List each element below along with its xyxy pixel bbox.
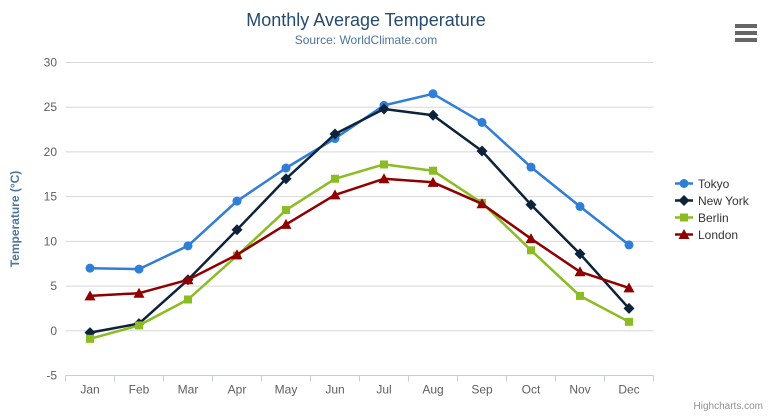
hamburger-icon-bar xyxy=(735,31,757,35)
square-marker-berlin[interactable] xyxy=(625,317,633,326)
circle-marker-tokyo[interactable] xyxy=(575,201,585,211)
diamond-marker-new-york[interactable] xyxy=(623,302,635,314)
triangle-marker-london[interactable] xyxy=(623,282,635,293)
x-axis-label: Jan xyxy=(80,383,99,397)
square-marker-berlin[interactable] xyxy=(282,206,290,215)
circle-marker-tokyo-legend xyxy=(679,179,689,188)
diamond-marker-new-york[interactable] xyxy=(231,224,243,236)
legend-marker-tokyo xyxy=(675,179,693,188)
circle-marker-tokyo[interactable] xyxy=(85,263,95,273)
legend-label: London xyxy=(698,227,739,242)
diamond-marker-new-york-legend xyxy=(678,195,690,206)
legend-label: Tokyo xyxy=(698,176,730,191)
y-axis-label: 20 xyxy=(44,145,58,159)
triangle-marker-london[interactable] xyxy=(280,218,292,229)
legend-item-berlin[interactable]: Berlin xyxy=(675,209,749,226)
circle-marker-tokyo[interactable] xyxy=(281,163,291,173)
diamond-marker-new-york[interactable] xyxy=(378,103,390,115)
circle-marker-tokyo[interactable] xyxy=(428,89,438,99)
y-axis-label: 5 xyxy=(50,279,57,293)
legend-label: Berlin xyxy=(698,210,729,225)
square-marker-berlin[interactable] xyxy=(86,334,94,343)
circle-marker-tokyo[interactable] xyxy=(526,162,536,172)
circle-marker-tokyo[interactable] xyxy=(134,264,144,274)
legend-marker-new-york xyxy=(675,195,693,206)
triangle-marker-london[interactable] xyxy=(231,249,243,260)
diamond-marker-new-york[interactable] xyxy=(574,248,586,260)
hamburger-icon-bar xyxy=(735,24,757,28)
series-line-new-york[interactable] xyxy=(88,107,631,334)
square-marker-berlin[interactable] xyxy=(135,321,143,330)
chart-context-menu-button[interactable] xyxy=(735,24,757,42)
y-axis-label: 30 xyxy=(44,56,58,70)
y-axis-label: 0 xyxy=(50,324,57,338)
circle-marker-tokyo[interactable] xyxy=(624,240,634,250)
triangle-marker-london[interactable] xyxy=(182,274,194,285)
triangle-marker-london[interactable] xyxy=(476,198,488,209)
series-line-berlin[interactable] xyxy=(88,163,631,341)
x-axis-label: Jul xyxy=(376,383,391,397)
x-axis-label: Dec xyxy=(618,383,639,397)
circle-marker-tokyo[interactable] xyxy=(477,117,487,127)
diamond-marker-new-york[interactable] xyxy=(476,145,488,157)
square-marker-berlin[interactable] xyxy=(380,160,388,169)
legend: Tokyo New York Berlin London xyxy=(675,175,749,243)
triangle-marker-london[interactable] xyxy=(133,287,145,298)
y-axis-label: 15 xyxy=(44,190,58,204)
x-axis-label: Apr xyxy=(228,383,247,397)
triangle-marker-london-legend xyxy=(678,229,690,239)
x-axis-label: May xyxy=(275,383,298,397)
square-marker-berlin[interactable] xyxy=(331,174,339,183)
y-axis-title: Temperature (°C) xyxy=(8,170,22,268)
series-line-london[interactable] xyxy=(88,177,631,298)
x-axis-label: Nov xyxy=(569,383,590,397)
y-axis-label: 25 xyxy=(44,100,58,114)
legend-item-london[interactable]: London xyxy=(675,226,749,243)
chart-subtitle: Source: WorldClimate.com xyxy=(294,33,438,47)
square-marker-berlin[interactable] xyxy=(527,246,535,255)
triangle-marker-london[interactable] xyxy=(84,290,96,301)
square-marker-berlin[interactable] xyxy=(429,166,437,175)
triangle-marker-london[interactable] xyxy=(378,173,390,184)
legend-label: New York xyxy=(698,193,749,208)
chart-title: Monthly Average Temperature xyxy=(246,10,486,30)
y-axis-label: -5 xyxy=(46,369,57,383)
y-axis-label: 10 xyxy=(44,234,58,248)
x-axis-label: Aug xyxy=(422,383,443,397)
diamond-marker-new-york[interactable] xyxy=(525,199,537,211)
triangle-marker-london[interactable] xyxy=(427,176,439,187)
x-axis-label: Feb xyxy=(129,383,150,397)
legend-marker-berlin xyxy=(675,213,693,222)
triangle-marker-london[interactable] xyxy=(574,266,586,277)
diamond-marker-new-york[interactable] xyxy=(280,173,292,185)
x-axis-label: Sep xyxy=(471,383,493,397)
triangle-marker-london[interactable] xyxy=(329,189,341,200)
series-line-tokyo[interactable] xyxy=(88,92,631,271)
diamond-marker-new-york[interactable] xyxy=(329,128,341,140)
legend-item-new-york[interactable]: New York xyxy=(675,192,749,209)
diamond-marker-new-york[interactable] xyxy=(427,109,439,121)
square-marker-berlin[interactable] xyxy=(576,291,584,300)
square-marker-berlin-legend xyxy=(680,213,688,222)
triangle-marker-london[interactable] xyxy=(525,233,537,244)
x-axis-label: Mar xyxy=(178,383,199,397)
legend-marker-london xyxy=(675,229,693,239)
credits-link[interactable]: Highcharts.com xyxy=(693,401,763,412)
circle-marker-tokyo[interactable] xyxy=(232,196,242,206)
circle-marker-tokyo[interactable] xyxy=(183,241,193,251)
hamburger-icon-bar xyxy=(735,38,757,42)
x-axis-label: Oct xyxy=(522,383,541,397)
square-marker-berlin[interactable] xyxy=(184,295,192,304)
legend-item-tokyo[interactable]: Tokyo xyxy=(675,175,749,192)
x-axis-label: Jun xyxy=(325,383,344,397)
